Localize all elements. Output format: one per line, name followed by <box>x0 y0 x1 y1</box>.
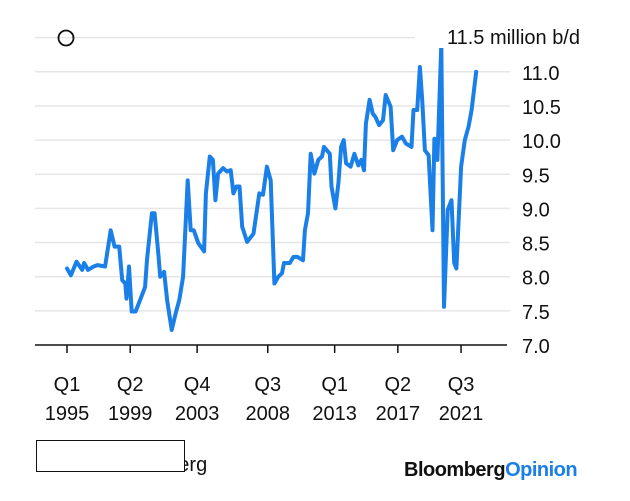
x-tick-label-year: 1995 <box>45 403 90 425</box>
brand-logo-bloomberg: Bloomberg <box>404 459 506 481</box>
x-tick-label-year: 2008 <box>245 403 290 425</box>
y-tick-label: 7.5 <box>522 302 550 324</box>
y-axis-tick-labels: 7.0 7.5 8.0 8.5 9.0 9.5 10.0 10.5 11.0 <box>522 63 561 358</box>
y-tick-label: 8.0 <box>522 268 550 290</box>
x-tick-label-quarter: Q3 <box>448 374 475 396</box>
x-tick-label-year: 1999 <box>108 403 153 425</box>
y-tick-label: 10.0 <box>522 131 561 153</box>
y-tick-label: 9.5 <box>522 165 550 187</box>
y-tick-label: 7.0 <box>522 336 550 358</box>
x-tick-label-quarter: Q2 <box>117 374 144 396</box>
x-tick-label-year: 2013 <box>312 403 357 425</box>
brand-logo-opinion: Opinion <box>505 459 578 481</box>
y-tick-label: 10.5 <box>522 97 561 119</box>
x-axis: Q1 1995 Q2 1999 Q4 2003 Q3 2008 Q1 2013 Q2 2017 Q3 20… <box>35 344 507 425</box>
series-layer <box>65 42 479 332</box>
redaction-box <box>36 440 185 472</box>
legend-marker-circle-icon <box>57 29 75 47</box>
y-tick-label: 11.0 <box>522 63 559 85</box>
x-tick-label-quarter: Q1 <box>54 374 81 396</box>
y-tick-label: 8.5 <box>522 234 550 256</box>
x-tick-label-quarter: Q4 <box>184 374 211 396</box>
x-tick-label-year: 2003 <box>175 403 220 425</box>
unit-label-background <box>415 22 585 48</box>
series-line <box>65 42 479 332</box>
unit-label: 11.5 million b/d <box>447 27 580 49</box>
x-tick-label-quarter: Q1 <box>321 374 348 396</box>
x-tick-label-quarter: Q3 <box>254 374 281 396</box>
x-tick-label-year: 2017 <box>376 403 421 425</box>
x-tick-label-year: 2021 <box>439 403 484 425</box>
y-tick-label: 9.0 <box>522 199 550 221</box>
brand-logo: BloombergOpinion <box>404 459 578 482</box>
x-tick-label-quarter: Q2 <box>385 374 412 396</box>
